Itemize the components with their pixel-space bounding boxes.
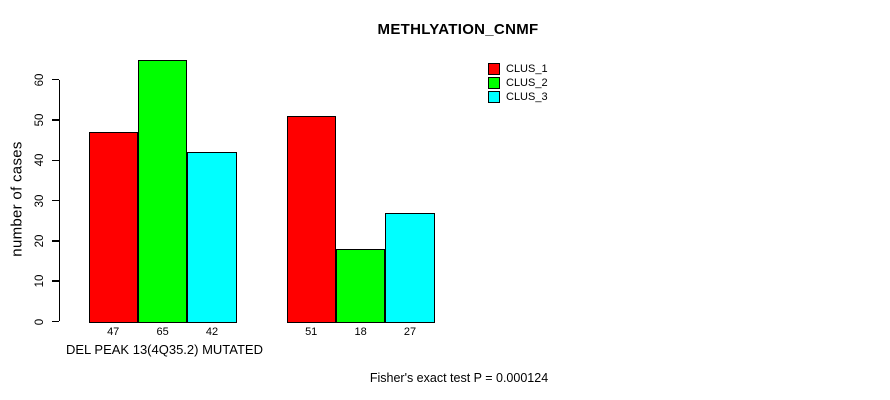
y-axis-tick xyxy=(51,119,59,121)
y-axis-tick-label: 20 xyxy=(33,234,46,248)
y-axis-tick-label: 60 xyxy=(33,73,46,87)
legend-swatch-clus2-icon xyxy=(488,77,500,89)
legend-swatch-clus1-icon xyxy=(488,63,500,75)
bar-value-label: 18 xyxy=(354,326,367,338)
bar-value-label: 65 xyxy=(156,326,169,338)
y-axis-tick xyxy=(51,240,59,242)
y-axis-tick-label: 50 xyxy=(33,113,46,127)
y-axis-tick-label: 40 xyxy=(33,153,46,167)
bar-value-label: 42 xyxy=(205,326,219,338)
bar-clus_2-group1 xyxy=(137,59,188,323)
legend-label: CLUS_1 xyxy=(506,63,548,75)
chart-title: METHLYATION_CNMF xyxy=(377,21,539,38)
legend-swatch-clus3-icon xyxy=(488,91,500,103)
y-axis-tick-label: 30 xyxy=(33,194,46,207)
y-axis-tick xyxy=(51,159,59,162)
legend-item: CLUS_2 xyxy=(488,77,548,89)
y-axis-tick-label: 0 xyxy=(33,318,46,325)
legend-item: CLUS_3 xyxy=(488,91,548,103)
bar-value-label: 47 xyxy=(107,326,120,338)
y-axis-label: number of cases xyxy=(8,141,26,257)
annotation-fisher-test: Fisher's exact test P = 0.000124 xyxy=(369,371,549,385)
y-axis-tick xyxy=(51,199,59,202)
legend: CLUS_1 CLUS_2 CLUS_3 xyxy=(488,63,548,105)
y-axis-tick xyxy=(51,78,59,81)
legend-label: CLUS_3 xyxy=(506,91,548,103)
bar-value-label: 51 xyxy=(305,326,318,338)
y-axis-tick xyxy=(51,280,59,282)
x-axis-label: DEL PEAK 13(4Q35.2) MUTATED xyxy=(66,342,263,357)
bar-clus_1-group2 xyxy=(286,115,336,323)
y-axis-tick xyxy=(51,320,59,323)
legend-label: CLUS_2 xyxy=(506,77,548,89)
y-axis-tick-label: 10 xyxy=(33,274,46,288)
bar-clus_3-group1 xyxy=(187,152,237,323)
bar-value-label: 27 xyxy=(403,326,417,338)
legend-item: CLUS_1 xyxy=(488,63,548,75)
bar-clus_2-group2 xyxy=(335,248,386,323)
y-axis-line xyxy=(58,79,60,322)
bar-clus_1-group1 xyxy=(88,132,138,323)
bar-clus_3-group2 xyxy=(385,212,435,323)
